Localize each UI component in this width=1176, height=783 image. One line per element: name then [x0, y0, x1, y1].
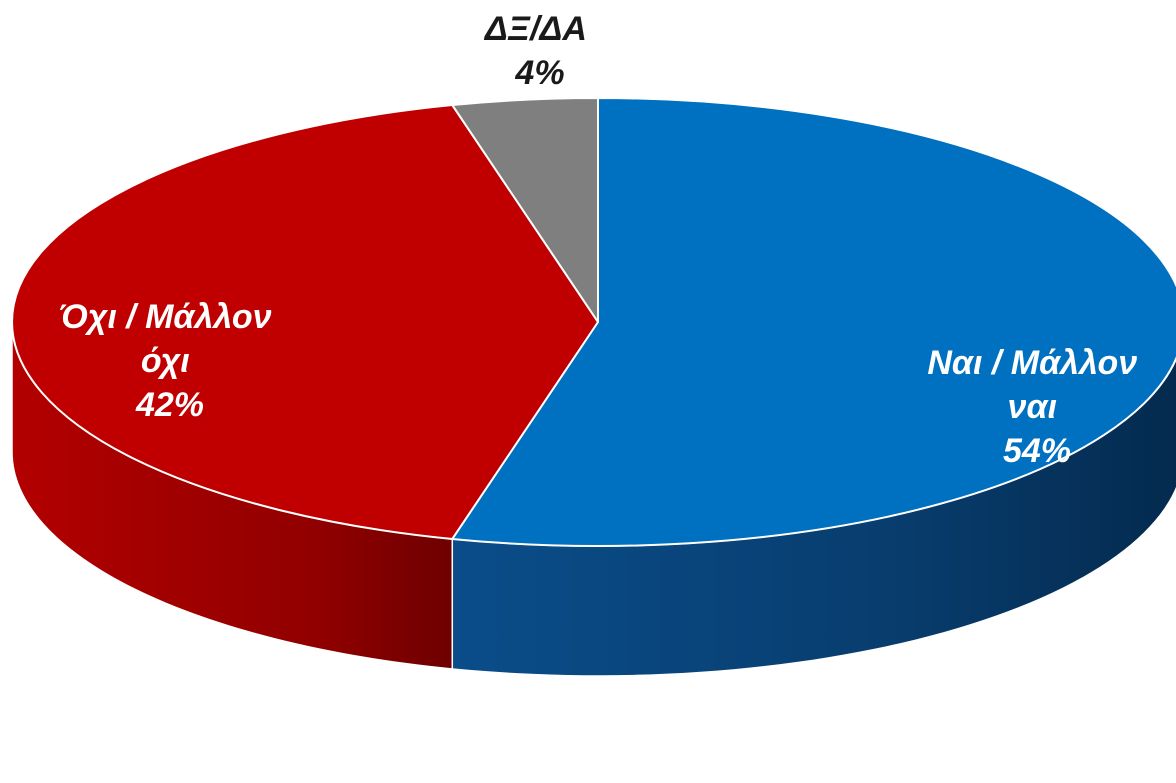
slice-label-no: Όχι / Μάλλον όχι 42% [59, 298, 281, 424]
slice-dk-na [451, 97, 599, 323]
pie-slices [11, 97, 1176, 547]
pie-labels: Ναι / Μάλλον ναι 54% Όχι / Μάλλον όχι 42… [59, 10, 1146, 470]
slice-no [11, 104, 599, 540]
slice-label-dk-na: ΔΞ/ΔΑ 4% [483, 10, 595, 92]
slice-label-yes: Ναι / Μάλλον ναι 54% [927, 344, 1146, 470]
slice-yes [451, 97, 1176, 547]
